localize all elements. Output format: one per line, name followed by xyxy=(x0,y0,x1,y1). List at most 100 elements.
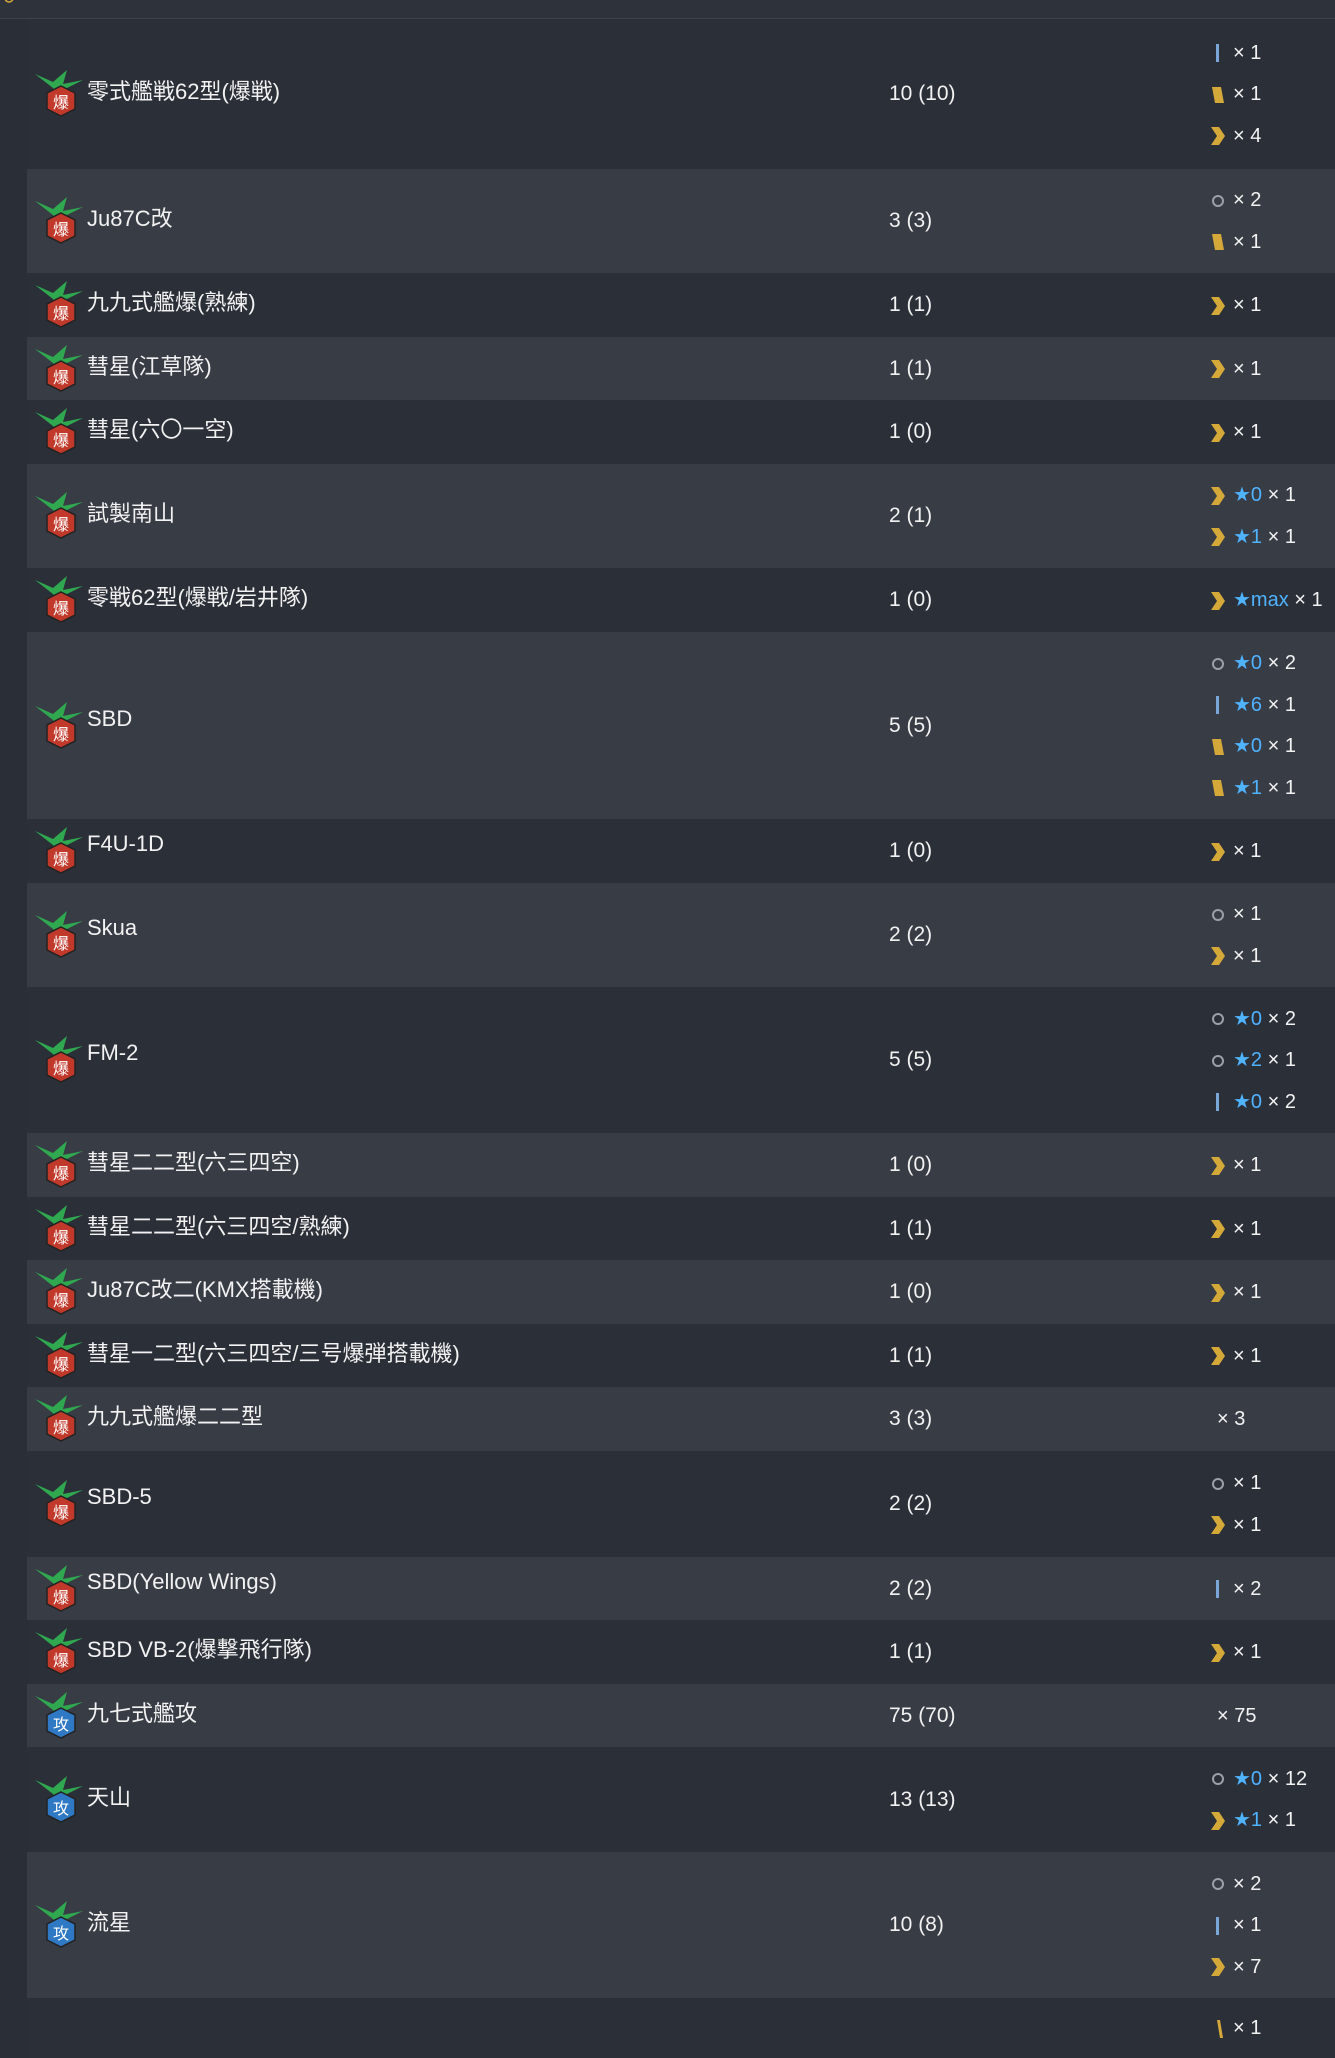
table-row[interactable]: 爆彗星(六〇一空) 1 (0) × 1 xyxy=(27,400,1335,464)
quantity-multiplier: × 4 xyxy=(1233,124,1262,147)
dive-bomber-icon: 爆 xyxy=(33,68,89,124)
dive-bomber-icon: 爆 xyxy=(33,574,89,630)
equipment-count: 1 (0) xyxy=(889,420,933,443)
top-toolbar xyxy=(0,0,1335,19)
improvement-star: ★2 xyxy=(1233,1049,1263,1071)
quantity-multiplier: × 1 xyxy=(1233,294,1262,316)
table-row[interactable]: × 1 xyxy=(27,1998,1335,2058)
quantity-multiplier: × 1 xyxy=(1233,421,1262,443)
dive-bomber-icon: 爆 xyxy=(33,1563,89,1619)
proficiency-line: × 1 xyxy=(1209,79,1261,109)
table-row[interactable]: 爆彗星(江草隊) 1 (1) × 1 xyxy=(27,337,1335,400)
proficiency-line: × 1 xyxy=(1209,417,1261,447)
torpedo-bomber-icon: 攻 xyxy=(33,1899,89,1955)
proficiency-bar2-icon xyxy=(1209,777,1227,799)
table-row[interactable]: 爆 SBD-5 2 (2) × 1 × 1 xyxy=(27,1451,1335,1557)
proficiency-line: × 4 xyxy=(1209,121,1261,151)
proficiency-bar2-icon xyxy=(1209,231,1227,253)
equipment-count: 1 (0) xyxy=(889,1280,933,1303)
svg-text:爆: 爆 xyxy=(53,725,69,744)
proficiency-bar1-icon xyxy=(1209,42,1227,64)
svg-text:爆: 爆 xyxy=(53,368,69,387)
table-row[interactable]: 爆 FM-2 5 (5) ★0 × 2 ★2 × 1 ★0 × 2 xyxy=(27,987,1335,1133)
improvement-star: ★0 xyxy=(1233,1767,1263,1790)
equipment-name: 彗星二二型(六三四空) xyxy=(87,1150,300,1175)
improvement-star: ★0 xyxy=(1233,1090,1263,1113)
equipment-count: 1 (0) xyxy=(889,839,933,862)
proficiency-chevron-icon xyxy=(1209,1810,1227,1832)
equipment-name: 彗星二二型(六三四空/熟練) xyxy=(87,1213,350,1239)
svg-text:爆: 爆 xyxy=(53,1355,69,1374)
table-row[interactable]: 爆彗星二二型(六三四空) 1 (0) × 1 xyxy=(27,1133,1335,1197)
dive-bomber-icon: 爆 xyxy=(33,1330,89,1386)
table-row[interactable]: 爆 F4U-1D 1 (0) × 1 xyxy=(27,819,1335,883)
table-row[interactable]: 爆試製南山 2 (1) ★0 × 1 ★1 × 1 xyxy=(27,464,1335,568)
svg-text:攻: 攻 xyxy=(53,1799,69,1818)
dive-bomber-icon: 爆 xyxy=(33,1139,89,1195)
table-row[interactable]: 爆彗星一二型(六三四空/三号爆弾搭載機) 1 (1) × 1 xyxy=(27,1324,1335,1387)
equipment-count: 10 (8) xyxy=(889,1913,944,1936)
proficiency-chevron-icon xyxy=(1209,125,1227,147)
dive-bomber-icon: 爆 xyxy=(33,195,89,251)
proficiency-line: ★0 × 1 xyxy=(1209,480,1296,510)
proficiency-line: × 1 xyxy=(1209,290,1261,320)
table-row[interactable]: 爆 SBD VB-2(爆撃飛行隊) 1 (1) × 1 xyxy=(27,1620,1335,1684)
table-row[interactable]: 爆九九式艦爆(熟練) 1 (1) × 1 xyxy=(27,273,1335,337)
proficiency-line: ★max × 1 xyxy=(1209,585,1323,615)
table-row[interactable]: 攻天山 13 (13) ★0 × 12 ★1 × 1 xyxy=(27,1747,1335,1852)
table-row[interactable]: 爆 Skua 2 (2) × 1 × 1 xyxy=(27,883,1335,987)
proficiency-line: × 2 xyxy=(1209,1574,1261,1604)
proficiency-line: × 1 xyxy=(1209,1637,1261,1667)
quantity-multiplier: × 2 xyxy=(1233,1577,1262,1600)
proficiency-chevron-icon xyxy=(1209,358,1227,380)
proficiency-line: × 2 xyxy=(1209,185,1261,215)
table-row[interactable]: 攻流星 10 (8) × 2 × 1 × 7 xyxy=(27,1852,1335,1998)
equipment-count: 1 (1) xyxy=(889,293,933,316)
proficiency-line: ★2 × 1 xyxy=(1209,1045,1296,1075)
dive-bomber-icon: 爆 xyxy=(33,1034,89,1090)
improvement-star: ★0 xyxy=(1233,652,1263,675)
proficiency-line: × 1 xyxy=(1209,836,1261,866)
improvement-star: ★6 xyxy=(1233,693,1263,716)
table-row[interactable]: 爆 SBD 5 (5) ★0 × 2 ★6 × 1 ★0 × 1 ★1 × 1 xyxy=(27,632,1335,819)
equipment-count: 1 (1) xyxy=(889,1640,933,1663)
proficiency-chevron-icon xyxy=(1209,526,1227,548)
improvement-star: ★0 xyxy=(1233,484,1263,507)
svg-text:爆: 爆 xyxy=(53,1418,69,1437)
quantity-multiplier: × 2 xyxy=(1267,1090,1296,1113)
svg-text:攻: 攻 xyxy=(53,1924,69,1943)
svg-text:爆: 爆 xyxy=(53,1228,69,1247)
equipment-name: 零式艦戦62型(爆戦) xyxy=(87,79,281,104)
proficiency-bar1-icon xyxy=(1209,694,1227,716)
table-row[interactable]: 爆 Ju87C改 3 (3) × 2 × 1 xyxy=(27,169,1335,273)
quantity-multiplier: × 12 xyxy=(1267,1767,1308,1790)
equipment-name: 天山 xyxy=(87,1784,132,1810)
table-row[interactable]: 爆 SBD(Yellow Wings) 2 (2) × 2 xyxy=(27,1557,1335,1620)
proficiency-line: × 1 xyxy=(1209,354,1261,384)
proficiency-line: × 3 xyxy=(1209,1404,1245,1434)
proficiency-bar1-icon xyxy=(1209,1578,1227,1600)
quantity-multiplier: × 1 xyxy=(1233,903,1262,926)
equipment-count: 13 (13) xyxy=(889,1787,956,1811)
dive-bomber-icon: 爆 xyxy=(33,1203,89,1259)
table-row[interactable]: 爆零戦62型(爆戦/岩井隊) 1 (0) ★max × 1 xyxy=(27,568,1335,632)
table-row[interactable]: 爆 Ju87C改二(KMX搭載機) 1 (0) × 1 xyxy=(27,1260,1335,1324)
table-row[interactable]: 爆彗星二二型(六三四空/熟練) 1 (1) × 1 xyxy=(27,1197,1335,1260)
table-row[interactable]: 攻九七式艦攻 75 (70) × 75 xyxy=(27,1684,1335,1747)
proficiency-chevron-icon xyxy=(1209,295,1227,317)
quantity-multiplier: × 2 xyxy=(1233,189,1262,212)
table-row[interactable]: 爆九九式艦爆二二型 3 (3) × 3 xyxy=(27,1387,1335,1451)
svg-text:爆: 爆 xyxy=(53,1588,69,1607)
improvement-star: ★1 xyxy=(1233,776,1263,799)
equipment-name: Ju87C改 xyxy=(87,206,173,231)
quantity-multiplier: × 1 xyxy=(1233,1472,1262,1495)
equipment-count: 75 (70) xyxy=(889,1703,956,1727)
table-row[interactable]: 爆零式艦戦62型(爆戦) 10 (10) × 1 × 1 × 4 xyxy=(27,19,1335,169)
proficiency-line: ★0 × 2 xyxy=(1209,1087,1296,1117)
proficiency-line: × 1 xyxy=(1209,1277,1261,1307)
quantity-multiplier: × 2 xyxy=(1267,652,1296,675)
proficiency-chevron-icon xyxy=(1209,1282,1227,1304)
svg-text:爆: 爆 xyxy=(53,1291,69,1310)
quantity-multiplier: × 1 xyxy=(1233,41,1262,64)
svg-text:爆: 爆 xyxy=(53,1164,69,1183)
